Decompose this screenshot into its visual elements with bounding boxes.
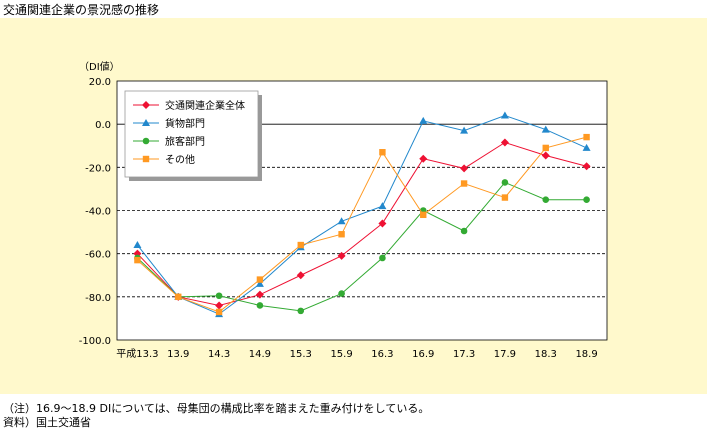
footnote: （注）16.9～18.9 DIについては、母集団の構成比率を踏まえた重み付けをし…: [3, 402, 430, 415]
data-point: [378, 219, 387, 228]
data-point: [542, 144, 549, 152]
y-tick-label: -80.0: [85, 293, 111, 304]
data-point: [297, 307, 305, 315]
data-point: [460, 126, 469, 134]
data-point: [419, 154, 428, 163]
data-point: [501, 194, 509, 201]
data-point: [142, 101, 150, 109]
x-tick-label: 14.9: [249, 349, 271, 360]
data-point: [379, 149, 386, 156]
data-point: [583, 133, 590, 141]
y-tick-label: 20.0: [89, 77, 111, 88]
data-point: [500, 138, 509, 147]
series-line: [137, 115, 587, 315]
data-point: [541, 151, 550, 160]
data-point: [142, 155, 150, 163]
data-point: [256, 276, 264, 283]
x-tick-label: 13.9: [167, 349, 189, 360]
data-point: [419, 116, 428, 124]
data-point: [460, 227, 468, 235]
y-tick-label: 0.0: [95, 120, 111, 131]
data-point: [379, 254, 386, 262]
series-group: [134, 133, 590, 316]
y-axis: 20.0 0.0 -20.0 -40.0 -60.0 -80.0 -100.0: [79, 77, 111, 347]
data-point: [582, 162, 591, 171]
legend-label: 交通関連企業全体: [165, 99, 245, 112]
data-point: [297, 241, 304, 249]
series-group: [134, 179, 590, 315]
y-tick-label: -20.0: [85, 163, 111, 174]
data-point: [142, 119, 150, 126]
x-tick-label: 17.3: [453, 349, 475, 360]
x-axis: 平成13.3 13.9 14.3 14.9 15.3 15.9 16.3 16.9 17.3 17…: [116, 348, 597, 360]
data-point: [296, 271, 305, 280]
data-point: [501, 179, 509, 186]
x-tick-label: 16.9: [412, 349, 434, 360]
data-point: [337, 251, 346, 260]
x-tick-label: 18.3: [535, 349, 557, 360]
data-point: [541, 125, 550, 133]
data-point: [133, 241, 142, 249]
data-point: [256, 302, 264, 309]
x-tick-label: 14.3: [208, 349, 230, 360]
data-point: [255, 290, 264, 299]
data-point: [542, 196, 550, 204]
page-title: 交通関連企業の景況感の推移: [3, 3, 160, 17]
source-note: 資料）国土交通省: [3, 416, 91, 429]
y-tick-label: -100.0: [79, 336, 111, 347]
x-tick-label: 16.3: [371, 349, 393, 360]
data-point: [337, 217, 346, 225]
x-tick-label: 18.9: [575, 349, 597, 360]
data-point: [500, 111, 509, 119]
data-point: [378, 202, 387, 210]
data-point: [134, 256, 141, 264]
chart-panel: （DI値） 20.0 0.0 -20.0 -40.0 -60.0 -80.0 -100.0 …: [0, 18, 707, 394]
data-point: [338, 290, 345, 297]
series: [133, 111, 591, 318]
y-tick-label: -40.0: [85, 207, 111, 218]
data-point: [420, 211, 427, 219]
data-point: [583, 196, 590, 204]
data-point: [133, 249, 142, 258]
data-point: [460, 180, 468, 187]
data-point: [142, 137, 150, 145]
legend-label: 貨物部門: [165, 117, 205, 130]
legend-label: その他: [165, 153, 195, 166]
x-tick-label: 15.3: [290, 349, 312, 360]
x-tick-label: 平成13.3: [116, 348, 158, 360]
data-point: [215, 301, 224, 310]
x-tick-label: 17.9: [494, 349, 516, 360]
line-chart: （DI値） 20.00.0-20.0-40.0-60.0-80.0-100.0 …: [79, 60, 608, 360]
y-tick-label: -60.0: [85, 250, 111, 261]
x-tick-label: 15.9: [330, 349, 352, 360]
data-point: [582, 143, 591, 151]
data-point: [338, 231, 345, 238]
y-axis-label: （DI値）: [79, 60, 120, 73]
legend-label: 旅客部門: [165, 135, 205, 148]
data-point: [175, 293, 182, 301]
data-point: [255, 279, 264, 287]
data-point: [215, 292, 223, 300]
series-line: [137, 136, 587, 313]
series-line: [137, 141, 587, 306]
series-line: [137, 181, 587, 312]
data-point: [460, 164, 469, 173]
data-point: [215, 308, 223, 316]
